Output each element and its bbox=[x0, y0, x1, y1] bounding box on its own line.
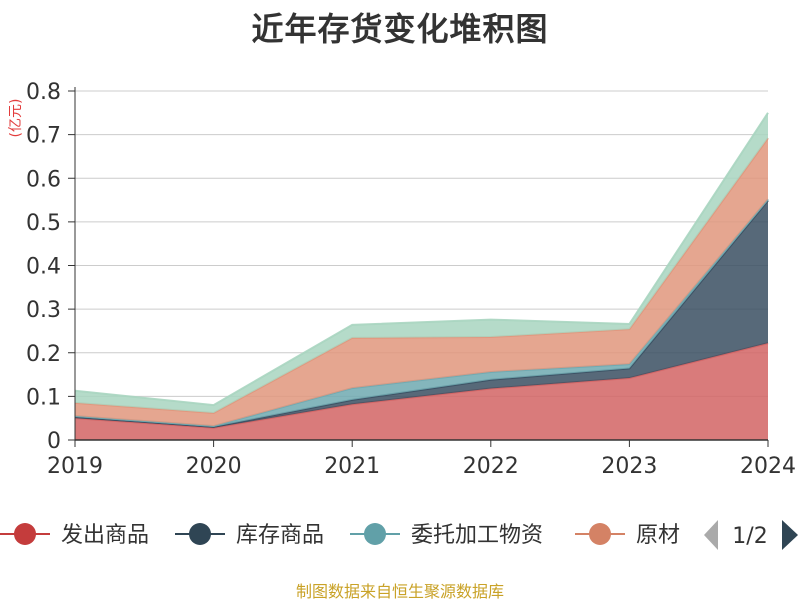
legend-marker-icon bbox=[364, 523, 386, 545]
x-tick-label: 2022 bbox=[463, 454, 519, 479]
y-tick-label: 0.3 bbox=[26, 298, 61, 323]
legend-label: 发出商品 bbox=[61, 523, 149, 548]
y-tick-label: 0.4 bbox=[26, 255, 61, 280]
legend-label: 原材 bbox=[636, 523, 680, 548]
legend-marker-icon bbox=[14, 523, 36, 545]
y-axis-unit-label: (亿元) bbox=[8, 99, 24, 138]
area-series-line-5 bbox=[74, 112, 769, 407]
legend: 发出商品 库存商品 委托加工物资 原材 bbox=[0, 523, 680, 548]
stacked-areas bbox=[74, 112, 769, 440]
area-series-1 bbox=[75, 343, 768, 440]
x-tick-label: 2019 bbox=[47, 454, 103, 479]
legend-item[interactable]: 委托加工物资 bbox=[350, 523, 543, 548]
y-tick-label: 0.5 bbox=[26, 211, 61, 236]
legend-item[interactable]: 库存商品 bbox=[175, 523, 324, 548]
y-tick-label: 0.6 bbox=[26, 167, 61, 192]
legend-marker-icon bbox=[589, 523, 611, 545]
x-tick-label: 2023 bbox=[601, 454, 657, 479]
legend-label: 库存商品 bbox=[236, 523, 324, 548]
axes: 0 0.1 0.2 0.3 0.4 0.5 0.6 0.7 0.8 2019 2020 2021 202… bbox=[26, 80, 796, 479]
y-tick-label: 0.8 bbox=[26, 80, 61, 105]
y-tick-label: 0.1 bbox=[26, 385, 61, 410]
x-tick-label: 2020 bbox=[186, 454, 242, 479]
legend-prev-arrow-icon[interactable] bbox=[704, 520, 718, 550]
legend-pager: 1/2 bbox=[704, 520, 798, 550]
y-tick-label: 0 bbox=[47, 429, 61, 454]
data-source-note: 制图数据来自恒生聚源数据库 bbox=[295, 582, 504, 601]
legend-marker-icon bbox=[189, 523, 211, 545]
area-series-4 bbox=[75, 138, 768, 427]
legend-page-indicator: 1/2 bbox=[732, 524, 767, 549]
area-series-line-4 bbox=[74, 137, 769, 414]
y-tick-label: 0.2 bbox=[26, 342, 61, 367]
legend-next-arrow-icon[interactable] bbox=[782, 520, 798, 550]
legend-item[interactable]: 发出商品 bbox=[0, 523, 149, 548]
chart-title: 近年存货变化堆积图 bbox=[251, 10, 549, 48]
x-tick-label: 2021 bbox=[324, 454, 380, 479]
y-tick-label: 0.7 bbox=[26, 124, 61, 149]
area-series-3 bbox=[75, 199, 768, 427]
x-tick-label: 2024 bbox=[740, 454, 796, 479]
legend-item[interactable]: 原材 bbox=[575, 523, 680, 548]
legend-label: 委托加工物资 bbox=[411, 523, 543, 548]
